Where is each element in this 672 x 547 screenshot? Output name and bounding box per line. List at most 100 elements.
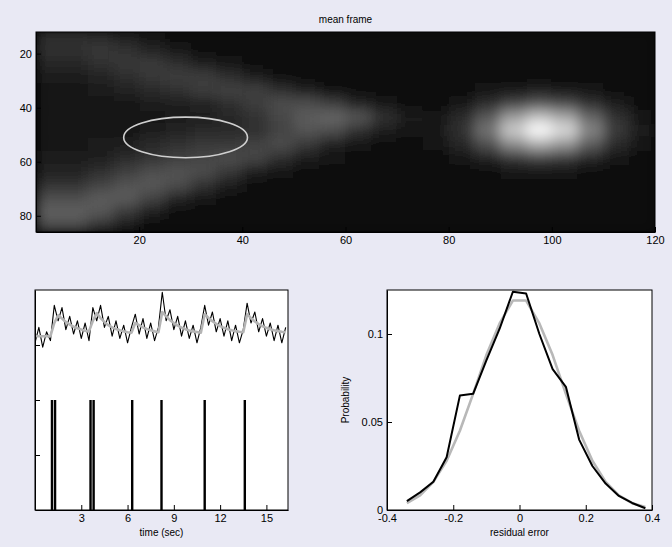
- cell: [320, 164, 346, 178]
- spike-bar: [244, 400, 246, 510]
- cell: [217, 164, 243, 178]
- figure-container: 2040608010012020406080mean frame3691215t…: [0, 0, 672, 547]
- tick: -0.2: [444, 505, 463, 524]
- cell: [36, 151, 62, 165]
- cell: [320, 83, 346, 97]
- cell: [578, 124, 604, 138]
- cell: [397, 205, 423, 219]
- cell: [36, 137, 62, 151]
- cell: [500, 43, 526, 57]
- cell: [578, 32, 604, 43]
- cell: [449, 178, 475, 192]
- cell: [268, 43, 294, 57]
- cell: [217, 97, 243, 111]
- cell: [217, 151, 243, 165]
- cell: [294, 218, 320, 232]
- series-line: [407, 292, 646, 508]
- tick: 40: [20, 102, 41, 114]
- cell: [474, 218, 500, 232]
- cell: [191, 191, 217, 205]
- cell: [62, 205, 88, 219]
- tick-mark: [220, 505, 221, 510]
- cell: [36, 110, 62, 124]
- cell: [62, 164, 88, 178]
- cell: [62, 56, 88, 70]
- tick-label: 3: [79, 512, 85, 524]
- tick: [35, 400, 40, 401]
- cell: [113, 83, 139, 97]
- marks: [407, 292, 646, 508]
- cell: [139, 83, 165, 97]
- tick-mark: [35, 455, 40, 456]
- cell: [423, 97, 449, 111]
- cell: [371, 110, 397, 124]
- cell: [423, 218, 449, 232]
- cell: [294, 191, 320, 205]
- cell: [552, 124, 578, 138]
- cell: [346, 218, 372, 232]
- cell: [371, 56, 397, 70]
- cell: [474, 205, 500, 219]
- cell: [88, 137, 114, 151]
- cell: [500, 70, 526, 84]
- cell: [449, 110, 475, 124]
- cell: [371, 32, 397, 43]
- cell: [191, 97, 217, 111]
- cell: [449, 191, 475, 205]
- cell: [36, 218, 62, 232]
- series-line: [407, 301, 646, 507]
- cell: [526, 164, 552, 178]
- cell: [449, 151, 475, 165]
- cell: [500, 32, 526, 43]
- cell: [88, 191, 114, 205]
- tick-label: 80: [20, 210, 32, 222]
- cell: [526, 32, 552, 43]
- x-axis: 20406080100120: [37, 227, 665, 246]
- y-axis: 00.050.1: [362, 291, 392, 517]
- cell: [371, 178, 397, 192]
- cell: [423, 56, 449, 70]
- cell: [320, 178, 346, 192]
- cell: [268, 56, 294, 70]
- tick: 120: [646, 227, 664, 246]
- cell: [500, 83, 526, 97]
- cell: [397, 191, 423, 205]
- plot-area: [387, 290, 652, 510]
- cell: [165, 32, 191, 43]
- spike-bar: [89, 400, 91, 510]
- cell: [139, 43, 165, 57]
- cell: [88, 124, 114, 138]
- panel: -0.4-0.200.20.400.050.1residual errorPro…: [340, 290, 660, 538]
- cell: [629, 218, 655, 232]
- tick: 12: [214, 505, 226, 524]
- cell: [242, 83, 268, 97]
- cell: [474, 70, 500, 84]
- cell: [449, 32, 475, 43]
- cell: [346, 124, 372, 138]
- tick-mark: [449, 227, 450, 232]
- cell: [88, 70, 114, 84]
- cell: [294, 205, 320, 219]
- cell: [423, 164, 449, 178]
- tick: 0: [377, 504, 392, 516]
- cell: [242, 70, 268, 84]
- cell: [62, 124, 88, 138]
- cell: [113, 56, 139, 70]
- cell: [36, 43, 62, 57]
- cell: [294, 83, 320, 97]
- cell: [397, 164, 423, 178]
- cell: [320, 124, 346, 138]
- cell: [371, 137, 397, 151]
- cell: [191, 218, 217, 232]
- cell: [294, 124, 320, 138]
- cell: [552, 137, 578, 151]
- tick-mark: [36, 162, 41, 163]
- cell: [629, 124, 655, 138]
- cell: [268, 218, 294, 232]
- tick: 6: [125, 505, 131, 524]
- cell: [320, 97, 346, 111]
- cell: [397, 124, 423, 138]
- plot-frame: [35, 290, 288, 510]
- cell: [578, 178, 604, 192]
- cell: [629, 191, 655, 205]
